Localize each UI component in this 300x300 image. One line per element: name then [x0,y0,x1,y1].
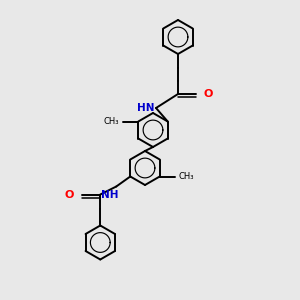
Text: CH₃: CH₃ [104,117,119,126]
Text: HN: HN [136,103,154,113]
Text: NH: NH [101,190,118,200]
Text: O: O [65,190,74,200]
Text: CH₃: CH₃ [179,172,194,181]
Text: O: O [204,89,213,99]
